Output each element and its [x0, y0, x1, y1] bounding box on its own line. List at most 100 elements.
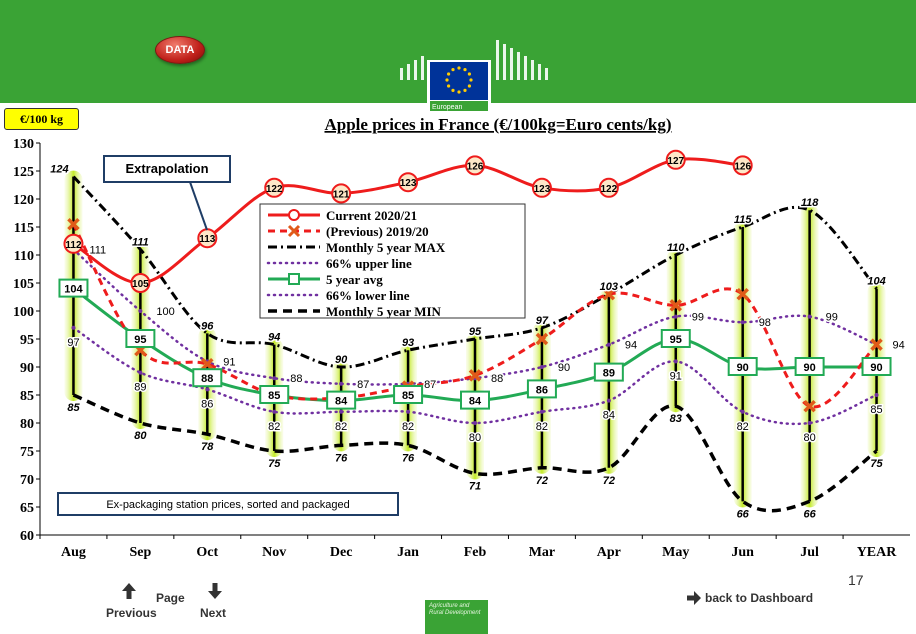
avg-label: 89	[603, 368, 615, 380]
current-marker	[732, 155, 753, 176]
series-line	[72, 393, 878, 513]
min-label: 76	[402, 452, 415, 464]
avg-marker	[727, 357, 758, 376]
avg-label: 84	[335, 396, 348, 408]
min-label: 75	[870, 458, 883, 470]
lower-label: 84	[603, 410, 615, 422]
max-label: 94	[268, 332, 280, 344]
current-label: 112	[65, 240, 82, 251]
y-tick-label: 80	[20, 417, 34, 432]
lower-label: 82	[737, 421, 749, 433]
previous-arrow-icon[interactable]	[120, 582, 138, 600]
max-label: 124	[50, 164, 68, 176]
band-point	[606, 342, 611, 347]
x-tick-label: Feb	[464, 545, 487, 560]
upper-label: 88	[290, 373, 302, 385]
current-marker	[331, 183, 352, 204]
lower-label: 82	[268, 421, 280, 433]
avg-marker	[794, 357, 825, 376]
min-label: 72	[603, 475, 615, 487]
band-point	[740, 320, 745, 325]
avg-label: 90	[870, 362, 882, 374]
legend-marker	[287, 224, 301, 238]
upper-label: 90	[558, 362, 570, 374]
upper-label: 87	[424, 379, 436, 391]
legend-label: Current 2020/21	[326, 208, 417, 223]
y-tick-label: 85	[20, 389, 34, 404]
avg-marker	[259, 385, 290, 404]
band-point	[473, 421, 477, 425]
lower-label: 82	[335, 421, 347, 433]
previous-marker	[736, 287, 749, 301]
avg-marker	[326, 390, 357, 410]
band-point	[740, 409, 745, 414]
upper-label: 88	[491, 373, 503, 385]
previous-link[interactable]: Previous	[106, 606, 157, 620]
current-label: 122	[266, 184, 283, 195]
max-label: 111	[132, 236, 149, 248]
current-label: 113	[199, 234, 216, 245]
avg-label: 90	[803, 362, 815, 374]
avg-marker	[125, 329, 156, 348]
dashboard-link[interactable]: back to Dashboard	[705, 591, 814, 605]
band-point	[807, 421, 812, 425]
max-label: 103	[600, 281, 618, 293]
legend-label: 66% upper line	[326, 256, 412, 271]
right-arrow-icon[interactable]	[686, 590, 702, 606]
min-label: 80	[134, 430, 147, 442]
legend-label: (Previous) 2019/20	[326, 224, 429, 239]
max-label: 93	[402, 337, 414, 349]
y-tick-label: 105	[13, 277, 34, 292]
legend-label: Monthly 5 year MIN	[326, 304, 442, 319]
data-button[interactable]: DATA	[155, 36, 205, 64]
series-line	[72, 223, 878, 409]
y-tick-label: 70	[20, 473, 34, 488]
y-tick-label: 95	[20, 333, 34, 348]
current-label: 126	[467, 161, 484, 172]
avg-label: 86	[536, 384, 548, 396]
current-label: 127	[667, 156, 684, 167]
band-point	[71, 325, 76, 330]
next-link[interactable]: Next	[200, 606, 227, 620]
max-label: 96	[201, 320, 214, 332]
legend-marker	[288, 209, 300, 221]
upper-label: 98	[759, 317, 771, 329]
previous-marker	[602, 287, 616, 301]
current-marker	[531, 177, 552, 198]
avg-marker	[192, 368, 223, 388]
x-tick-label: YEAR	[857, 545, 898, 560]
band-point	[406, 409, 411, 414]
min-label: 75	[268, 458, 281, 470]
upper-label: 91	[223, 356, 235, 368]
lower-label: 85	[870, 404, 882, 416]
min-label: 66	[737, 508, 750, 520]
min-label: 85	[67, 402, 80, 414]
lower-label: 86	[201, 398, 213, 410]
next-arrow-icon[interactable]	[206, 582, 224, 600]
previous-marker	[803, 399, 816, 413]
avg-marker	[460, 390, 490, 410]
x-tick-label: Dec	[330, 545, 353, 560]
lower-label: 80	[803, 432, 815, 444]
x-tick-label: May	[662, 545, 689, 560]
y-tick-label: 130	[13, 137, 34, 152]
avg-marker	[660, 329, 691, 348]
lower-label: 80	[469, 432, 481, 444]
avg-marker	[593, 362, 624, 382]
lower-label: 89	[134, 382, 146, 394]
previous-marker	[201, 357, 214, 371]
upper-label: 111	[89, 244, 106, 256]
band-point	[673, 314, 678, 319]
previous-marker	[535, 332, 549, 346]
band-point	[539, 409, 544, 414]
current-marker	[130, 273, 151, 293]
band-point	[339, 409, 344, 414]
upper-label: 94	[893, 340, 905, 352]
previous-marker	[870, 338, 883, 351]
previous-marker	[67, 217, 80, 231]
avg-label: 84	[469, 396, 482, 408]
avg-label: 85	[402, 390, 414, 402]
note-label: Ex-packaging station prices, sorted and …	[106, 499, 349, 511]
note-box	[57, 492, 399, 516]
